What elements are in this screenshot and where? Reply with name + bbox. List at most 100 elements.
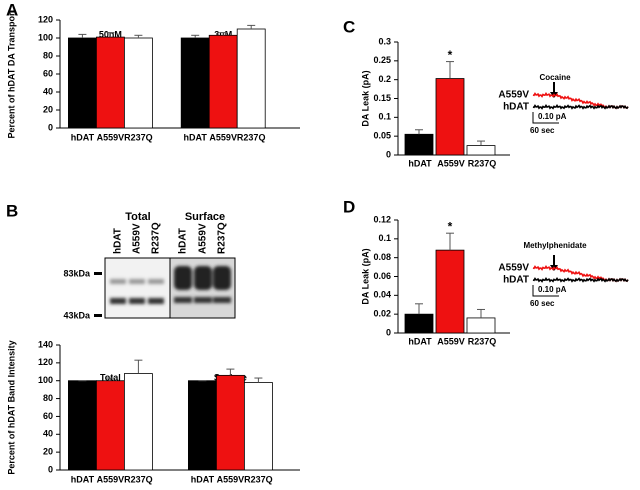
y-tick-label: 0.08 [373,252,391,262]
y-tick-label: 0.2 [378,74,391,84]
y-tick-label: 20 [43,104,53,114]
y-tick-label: 60 [43,411,53,421]
error-bar [415,303,423,315]
x-tick-label: R237Q [244,474,273,484]
significance-star: * [448,219,453,233]
lane-label: R237Q [151,222,162,254]
y-tick-label: 120 [38,14,53,24]
error-bar [477,308,485,318]
scale-y-label: 0.10 pA [538,285,567,294]
bar [68,37,97,129]
x-tick-label: A559V [217,474,245,484]
y-tick-label: 100 [38,32,53,42]
x-tick-label: A559V [437,336,465,346]
lane-label: R237Q [217,222,228,254]
y-tick-label: 0.1 [378,233,391,243]
blot-title: Surface [185,211,225,223]
blot-marker: 83kDa [63,268,91,278]
error-bar [247,24,256,29]
y-tick-label: 80 [43,393,53,403]
x-tick-label: R237Q [124,474,153,484]
bar [124,373,153,471]
current-trace [532,276,629,283]
bar [68,380,97,471]
bar [187,380,217,471]
marker-dash [94,272,102,275]
error-bar [446,61,454,79]
y-tick-label: 0 [48,464,53,474]
x-tick-label: A559V [97,132,125,142]
x-tick-label: hDAT [408,158,432,168]
current-trace [532,103,629,110]
y-tick-label: 60 [43,68,53,78]
y-tick-label: 0.25 [373,55,391,65]
bar [208,34,238,129]
y-tick-label: 100 [38,375,53,385]
x-tick-label: hDAT [408,336,432,346]
lane-label: hDAT [178,228,189,254]
scale-bar [532,112,559,124]
y-axis-label: Percent of hDAT DA Transport [6,9,16,138]
y-tick-label: 0.3 [378,36,391,46]
error-bar [226,368,235,376]
x-tick-label: hDAT [191,474,215,484]
scale-x-label: 60 sec [530,126,555,135]
bar [404,133,434,156]
error-bar [219,32,228,36]
x-tick-label: A559V [97,474,125,484]
x-tick-label: A559V [209,132,237,142]
y-tick-label: 0 [386,149,391,159]
group-label: Total [100,372,121,382]
x-tick-label: R237Q [468,336,497,346]
panel-letter: B [6,201,18,220]
drug-label: Methylphenidate [523,241,587,250]
y-tick-label: 40 [43,429,53,439]
x-tick-label: hDAT [71,132,95,142]
y-tick-label: 80 [43,50,53,60]
blot-title: Total [125,211,150,223]
y-tick-label: 0.04 [373,290,391,300]
x-tick-label: hDAT [184,132,208,142]
bar [404,313,434,334]
y-tick-label: 20 [43,447,53,457]
bar [466,145,496,156]
bar [243,382,273,471]
x-tick-label: A559V [437,158,465,168]
error-bar [415,129,423,135]
blot [94,257,236,319]
panel-letter: D [343,197,355,216]
error-bar [134,359,143,374]
panel-letter: C [343,17,355,36]
y-tick-label: 140 [38,339,53,349]
blot-marker: 43kDa [63,310,91,320]
lane-label: hDAT [113,228,124,254]
trace-label: A559V [498,263,529,274]
x-tick-label: R237Q [468,158,497,168]
error-bar [78,33,87,38]
bar [466,317,496,334]
panel-letter: A [6,0,18,19]
y-axis-label: DA Leak (pA) [360,248,370,304]
y-tick-label: 120 [38,357,53,367]
error-bar [106,377,115,381]
y-tick-label: 0 [386,327,391,337]
lane-label: A559V [132,223,143,254]
x-tick-label: hDAT [71,474,95,484]
y-tick-label: 0.1 [378,112,391,122]
scale-y-label: 0.10 pA [538,112,567,121]
x-tick-label: R237Q [237,132,266,142]
bar [96,380,125,471]
marker-dash [94,314,102,317]
bar [435,249,465,334]
trace-label: A559V [498,90,529,101]
lane-label: A559V [198,223,209,254]
significance-star: * [448,48,453,62]
error-bar [191,34,200,38]
scale-x-label: 60 sec [530,299,555,308]
drug-label: Cocaine [539,73,571,82]
y-tick-label: 0.12 [373,214,391,224]
y-tick-label: 40 [43,86,53,96]
bar [96,36,125,129]
error-bar [446,232,454,251]
error-bar [106,32,115,38]
